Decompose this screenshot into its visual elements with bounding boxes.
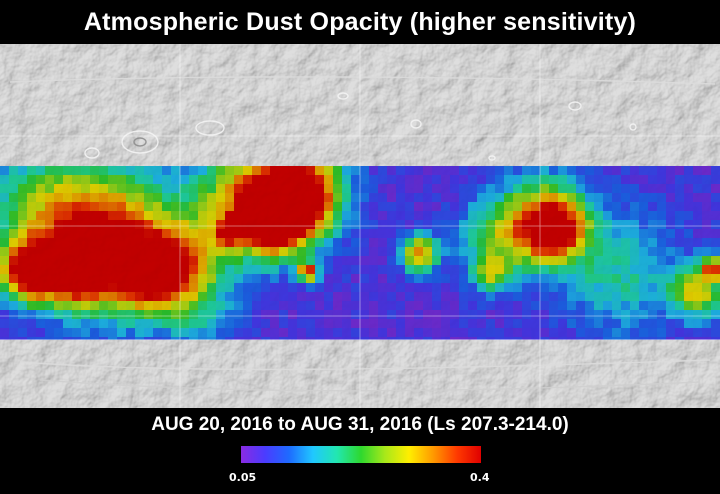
date-range: AUG 20, 2016 to AUG 31, 2016 (Ls 207.3-2… — [151, 414, 569, 435]
dust-opacity-map — [0, 44, 720, 408]
lat-lon-grid — [0, 44, 720, 408]
colorbar — [241, 446, 481, 463]
colorbar-min-label: 0.05 — [229, 471, 257, 484]
colorbar-gradient — [241, 446, 481, 463]
map-canvas — [0, 44, 720, 408]
colorbar-max-label: 0.4 — [470, 471, 490, 484]
map-title: Atmospheric Dust Opacity (higher sensiti… — [83, 7, 637, 36]
